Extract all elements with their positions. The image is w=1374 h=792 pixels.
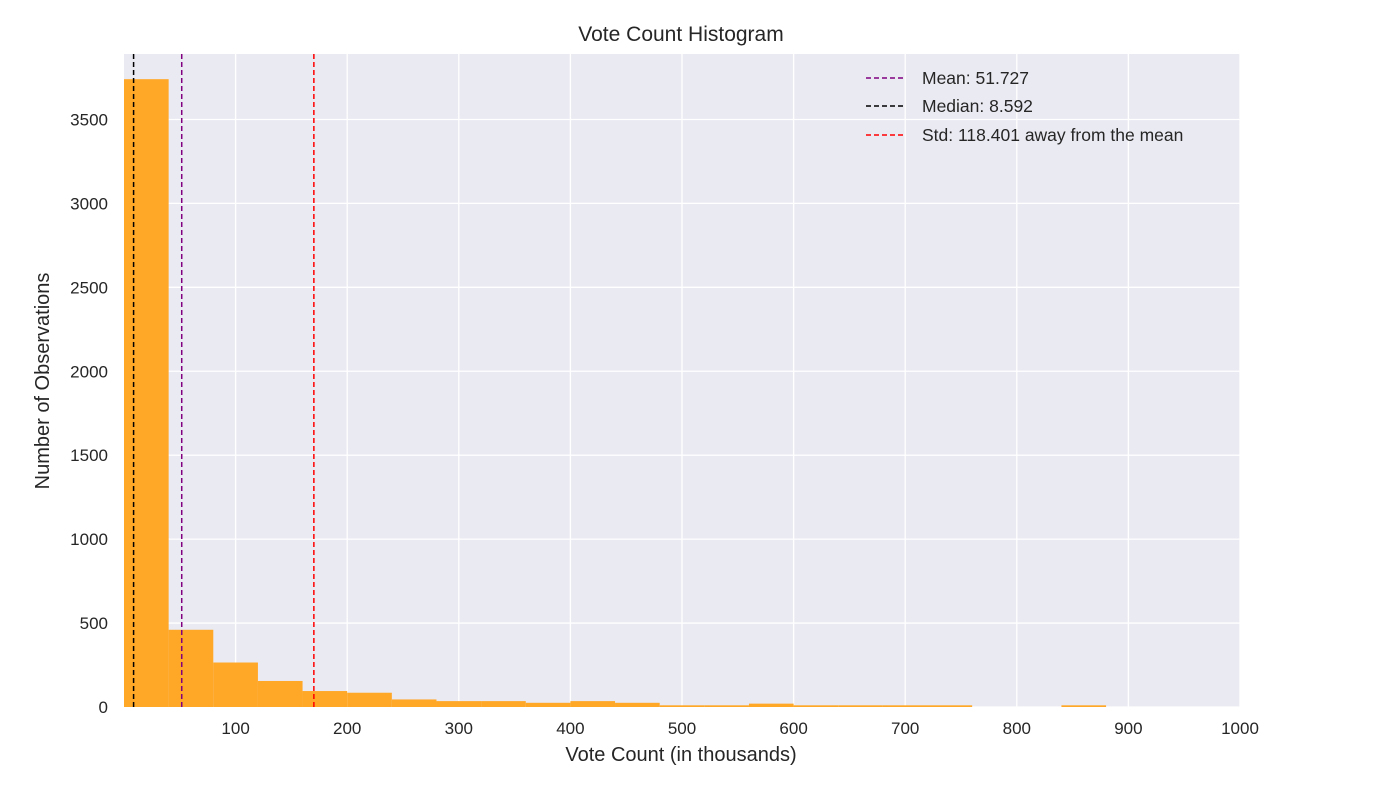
histogram-bars (124, 79, 1107, 708)
histogram-bar (257, 680, 303, 707)
x-axis-title: Vote Count (in thousands) (565, 744, 796, 766)
histogram-bar (436, 701, 482, 707)
histogram-bar (927, 705, 973, 707)
tick-labels: 100 200 300 400 500 600 700 800 900 1000 0 500 1000 1… (70, 110, 1259, 738)
y-axis-title: Number of Observations (32, 273, 54, 490)
histogram-bar (124, 79, 169, 708)
legend-label-mean: Mean: 51.727 (922, 68, 1029, 88)
histogram-bar (659, 705, 705, 707)
histogram-bar (838, 705, 883, 707)
x-tick-label: 100 (221, 719, 249, 738)
histogram-bar (347, 692, 392, 707)
histogram-bar (1061, 705, 1107, 707)
y-tick-label: 1500 (70, 446, 108, 465)
y-tick-label: 0 (99, 698, 108, 717)
x-tick-label: 1000 (1221, 719, 1259, 738)
histogram-bar (481, 701, 526, 707)
x-tick-label: 700 (891, 719, 919, 738)
histogram-bar (615, 702, 660, 707)
histogram-bar (570, 701, 616, 707)
histogram-bar (168, 629, 214, 707)
y-tick-label: 500 (80, 614, 108, 633)
y-tick-label: 3000 (70, 194, 108, 213)
x-tick-label: 900 (1114, 719, 1142, 738)
y-tick-label: 1000 (70, 530, 108, 549)
legend: Mean: 51.727 Median: 8.592 Std: 118.401 … (866, 68, 1183, 145)
y-tick-label: 2500 (70, 278, 108, 297)
histogram-bar (793, 705, 839, 707)
legend-label-std: Std: 118.401 away from the mean (922, 125, 1183, 145)
x-tick-label: 800 (1003, 719, 1031, 738)
histogram-bar (704, 705, 749, 707)
histogram-bar (882, 705, 928, 707)
legend-label-median: Median: 8.592 (922, 96, 1033, 116)
x-tick-label: 200 (333, 719, 361, 738)
histogram-bar (748, 703, 794, 707)
y-tick-label: 2000 (70, 362, 108, 381)
reference-lines (132, 54, 315, 707)
histogram-bar (391, 699, 437, 707)
histogram-bar (302, 691, 348, 707)
y-tick-label: 3500 (70, 110, 108, 129)
chart-title: Vote Count Histogram (578, 23, 783, 46)
x-tick-label: 400 (556, 719, 584, 738)
x-tick-label: 600 (779, 719, 807, 738)
x-tick-label: 500 (668, 719, 696, 738)
histogram-bar (213, 662, 258, 707)
histogram-bar (525, 702, 571, 707)
x-tick-label: 300 (445, 719, 473, 738)
